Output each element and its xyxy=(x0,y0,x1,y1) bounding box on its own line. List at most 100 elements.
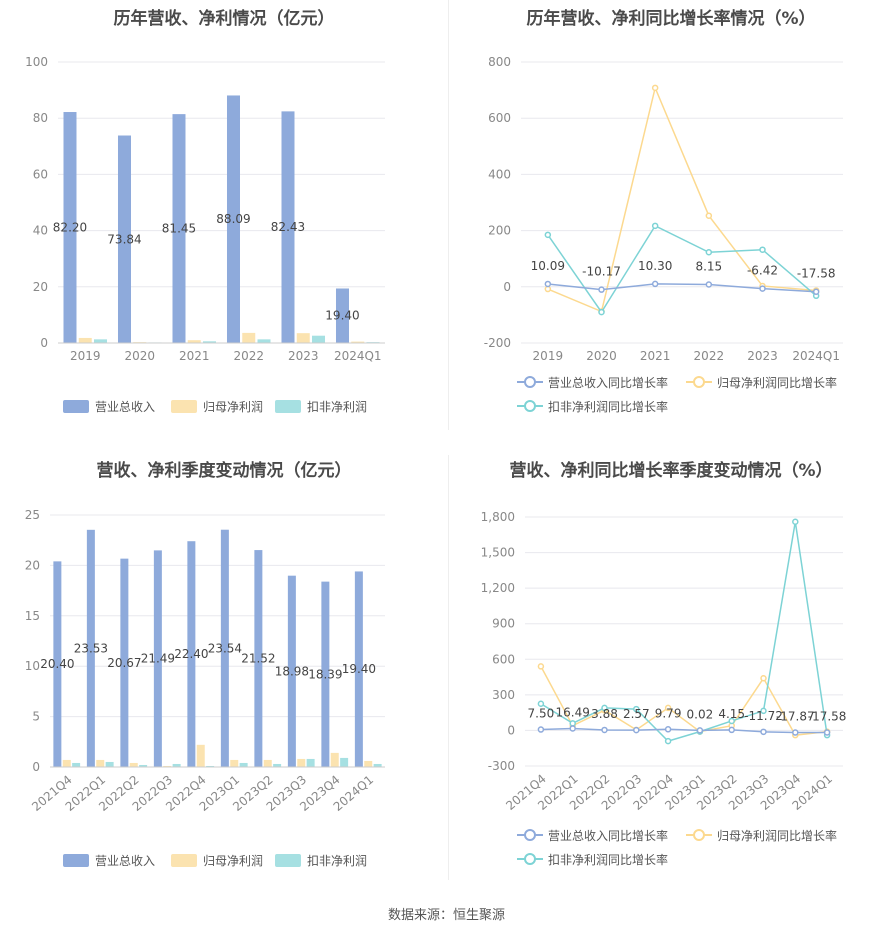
data-label: 19.40 xyxy=(325,309,359,323)
y-tick-label: 100 xyxy=(25,55,48,69)
y-tick-label: 900 xyxy=(492,617,515,631)
y-tick-label: 600 xyxy=(492,652,515,666)
y-tick-label: 0 xyxy=(32,760,40,774)
x-tick-label: 2023 xyxy=(288,349,319,363)
bar xyxy=(257,339,271,343)
legend-label: 营业总收入同比增长率 xyxy=(548,375,668,390)
y-tick-label: 0 xyxy=(507,723,515,737)
annual-revenue-profit-panel: 历年营收、净利情况（亿元） 0 20 40 60 80 100 82.20 73.84 81.4… xyxy=(0,0,448,430)
data-point xyxy=(598,286,605,293)
bar xyxy=(340,757,349,767)
data-label: -11.72 xyxy=(744,709,783,723)
bar xyxy=(273,763,282,767)
bar xyxy=(94,339,108,343)
chart-title: 历年营收、净利情况（亿元） xyxy=(113,9,335,29)
vertical-divider-bottom xyxy=(448,455,449,880)
legend-label: 营业总收入同比增长率 xyxy=(548,828,668,843)
legend-label: 扣非净利润同比增长率 xyxy=(548,852,668,867)
data-point xyxy=(598,308,605,316)
bar xyxy=(296,333,310,343)
data-label: 9.79 xyxy=(655,706,682,720)
data-point xyxy=(705,212,713,219)
bar xyxy=(354,571,363,767)
bar xyxy=(306,758,315,767)
legend-label: 归母净利润 xyxy=(203,400,263,414)
data-point xyxy=(544,285,552,293)
y-tick-label: 5 xyxy=(32,710,40,724)
bar xyxy=(242,332,256,343)
data-label: 10.30 xyxy=(638,259,672,273)
data-point xyxy=(812,288,820,295)
vertical-divider-top xyxy=(448,0,449,430)
bar xyxy=(196,744,205,767)
bar xyxy=(203,341,217,343)
annual-growth-panel: 历年营收、净利同比增长率情况（%） -200 0 200 400 600 800 10.09… xyxy=(449,0,893,430)
legend-label: 营业总收入 xyxy=(95,854,155,868)
y-tick-label: 15 xyxy=(25,609,40,623)
data-source-note: 数据来源：恒生聚源 xyxy=(387,908,505,923)
data-point xyxy=(537,663,545,670)
bar xyxy=(105,761,114,767)
bar xyxy=(226,95,240,343)
bar xyxy=(78,337,92,343)
data-point xyxy=(544,231,552,239)
data-point xyxy=(601,726,608,734)
data-label: 73.84 xyxy=(107,232,141,246)
series-line xyxy=(540,521,828,742)
x-tick-label: 2019 xyxy=(70,349,101,363)
bar xyxy=(364,760,373,767)
bar xyxy=(120,558,129,767)
data-label: 18.98 xyxy=(275,664,309,678)
legend-swatch xyxy=(275,854,301,867)
bar xyxy=(117,135,131,343)
data-point xyxy=(823,729,831,736)
data-point xyxy=(759,285,766,292)
data-label: -17.58 xyxy=(797,267,836,281)
y-tick-label: 20 xyxy=(33,280,48,294)
data-label: 10.09 xyxy=(531,259,565,273)
bar xyxy=(187,541,196,767)
bar xyxy=(86,529,95,767)
legend-swatch xyxy=(275,400,301,413)
bar xyxy=(53,561,62,767)
data-point xyxy=(760,728,767,736)
y-tick-label: 200 xyxy=(488,224,511,238)
y-tick-label: 600 xyxy=(488,111,511,125)
y-tick-label: -200 xyxy=(484,336,511,350)
x-tick-label: 2019 xyxy=(533,349,564,363)
x-tick-label: 2022 xyxy=(233,349,264,363)
x-tick-label: 2021 xyxy=(179,349,210,363)
data-point xyxy=(760,707,767,715)
bar xyxy=(281,111,295,343)
data-point xyxy=(792,729,799,736)
data-point xyxy=(651,222,659,230)
y-tick-label: -300 xyxy=(488,759,515,773)
data-point xyxy=(760,675,767,682)
y-tick-label: 1,200 xyxy=(481,581,515,595)
bar xyxy=(72,762,81,767)
data-point xyxy=(569,725,576,732)
y-tick-label: 300 xyxy=(492,688,515,702)
legend-label: 归母净利润同比增长率 xyxy=(717,375,837,390)
data-label: 21.52 xyxy=(241,652,275,666)
data-point xyxy=(705,281,713,288)
y-tick-label: 40 xyxy=(33,224,48,238)
data-label: 16.49 xyxy=(556,705,590,719)
bar xyxy=(297,758,306,767)
data-label: 22.40 xyxy=(174,647,208,661)
chart-title: 营收、净利季度变动情况（亿元） xyxy=(96,461,352,481)
bar xyxy=(263,759,272,767)
bar xyxy=(330,752,339,767)
data-label: -6.42 xyxy=(747,264,778,278)
bar xyxy=(312,335,326,343)
data-label: 82.43 xyxy=(271,220,305,234)
data-point xyxy=(664,704,672,712)
bar xyxy=(96,759,105,767)
legend-marker xyxy=(524,376,536,388)
legend-marker xyxy=(524,400,536,412)
data-point xyxy=(728,717,735,725)
data-label: 8.15 xyxy=(695,260,722,274)
chart-title: 历年营收、净利同比增长率情况（%） xyxy=(526,9,816,29)
data-label: 3.88 xyxy=(591,707,618,721)
data-point xyxy=(537,726,545,733)
